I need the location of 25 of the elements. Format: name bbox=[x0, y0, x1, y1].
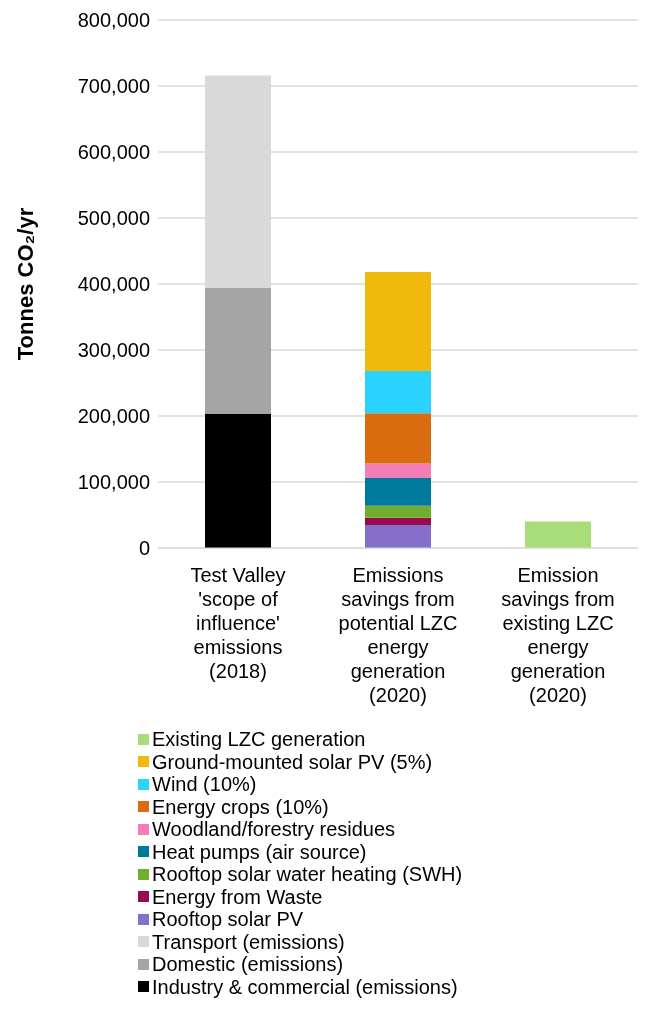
x-tick-label: Emissions savings from potential LZC energy generation (2020) bbox=[338, 564, 458, 706]
y-tick-label: 800,000 bbox=[77, 9, 150, 32]
legend-label: Domestic (emissions) bbox=[152, 953, 344, 976]
legend-label: Energy crops (10%) bbox=[152, 795, 329, 818]
legend-label: Woodland/forestry residues bbox=[152, 818, 396, 841]
legend-label: Rooftop solar PV bbox=[152, 908, 304, 931]
y-tick-label: 200,000 bbox=[77, 405, 150, 428]
y-tick-label: 0 bbox=[138, 537, 150, 560]
y-tick-label: 700,000 bbox=[77, 75, 150, 98]
legend-label: Transport (emissions) bbox=[152, 930, 345, 953]
y-tick-label: 600,000 bbox=[77, 141, 150, 164]
x-tick-label: Test Valley 'scope of influence' emissions (2018) bbox=[190, 564, 286, 682]
y-axis-title: Tonnes CO₂/yr bbox=[12, 207, 38, 361]
legend-label: Energy from Waste bbox=[152, 885, 323, 908]
legend-label: Existing LZC generation bbox=[152, 728, 366, 751]
y-tick-label: 500,000 bbox=[77, 207, 150, 230]
y-tick-label: 300,000 bbox=[77, 339, 150, 362]
legend-label: Wind (10%) bbox=[152, 773, 257, 796]
legend-label: Industry & commercial (emissions) bbox=[152, 975, 458, 998]
legend-label: Ground-mounted solar PV (5%) bbox=[152, 750, 433, 773]
y-tick-label: 400,000 bbox=[77, 273, 150, 296]
legend-label: Heat pumps (air source) bbox=[152, 840, 367, 863]
x-tick-label: Emission savings from existing LZC energy generation (2020) bbox=[501, 564, 615, 706]
legend-label: Rooftop solar water heating (SWH) bbox=[152, 863, 463, 886]
y-tick-label: 100,000 bbox=[77, 471, 150, 494]
